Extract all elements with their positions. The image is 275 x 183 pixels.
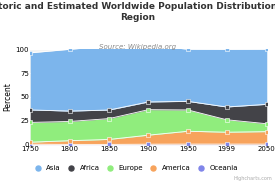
Text: Historic and Estimated Worldwide Population Distribution by
Region: Historic and Estimated Worldwide Populat…	[0, 2, 275, 22]
Legend: Asia, Africa, Europe, America, Oceania: Asia, Africa, Europe, America, Oceania	[31, 165, 238, 171]
Y-axis label: Percent: Percent	[4, 83, 13, 111]
Text: Source: Wikipedia.org: Source: Wikipedia.org	[99, 44, 176, 50]
Text: Highcharts.com: Highcharts.com	[233, 176, 272, 181]
